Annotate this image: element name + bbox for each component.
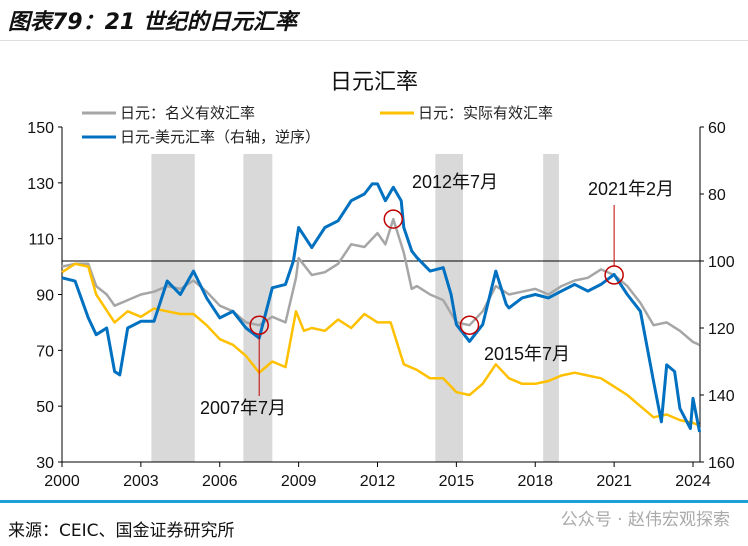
series-line-usdjpy xyxy=(61,182,702,433)
right-tick-label: 100 xyxy=(708,254,735,271)
x-tick-label: 2024 xyxy=(675,473,711,490)
right-tick-label: 80 xyxy=(708,187,726,204)
x-tick-label: 2021 xyxy=(596,473,632,490)
header-divider xyxy=(0,40,748,41)
shaded-period xyxy=(543,154,559,462)
left-tick-label: 110 xyxy=(28,232,54,249)
header-title: 图表79：21 世纪的日元汇率 xyxy=(8,10,297,35)
left-tick-label: 50 xyxy=(36,399,54,416)
x-tick-label: 2000 xyxy=(44,473,80,490)
x-tick-label: 2003 xyxy=(123,473,159,490)
legend-label-real: 日元：实际有效汇率 xyxy=(418,105,553,122)
footer-divider xyxy=(0,500,748,503)
annotation-label: 2021年2月 xyxy=(588,179,674,199)
left-tick-label: 30 xyxy=(36,455,54,472)
right-tick-label: 60 xyxy=(708,120,726,137)
right-tick-label: 120 xyxy=(708,321,735,338)
annotation-circle xyxy=(459,315,480,335)
annotation-label: 2015年7月 xyxy=(484,344,570,364)
x-tick-label: 2015 xyxy=(439,473,475,490)
chart: 30 50 70 90 110 130 150 60 80 100 120 140 160 2000 200… xyxy=(27,105,735,490)
right-tick-label: 160 xyxy=(708,455,735,472)
x-tick-label: 2006 xyxy=(202,473,238,490)
series-line-real xyxy=(61,262,701,427)
legend-label-usdjpy: 日元-美元汇率（右轴，逆序） xyxy=(120,129,320,146)
right-tick-label: 140 xyxy=(708,388,735,405)
left-tick-label: 130 xyxy=(27,176,54,193)
source-note: 来源：CEIC、国金证券研究所 xyxy=(8,521,235,541)
watermark: 公众号 · 赵伟宏观探索 xyxy=(560,510,730,530)
annotation-label: 2012年7月 xyxy=(412,172,498,192)
chart-title: 日元汇率 xyxy=(329,70,418,95)
legend-label-nominal: 日元：名义有效汇率 xyxy=(120,105,255,122)
left-tick-label: 150 xyxy=(27,120,54,137)
x-tick-label: 2018 xyxy=(517,473,553,490)
annotation-label: 2007年7月 xyxy=(200,398,286,418)
left-tick-label: 90 xyxy=(36,288,54,305)
x-tick-label: 2009 xyxy=(281,473,317,490)
x-tick-label: 2012 xyxy=(360,473,396,490)
left-tick-label: 70 xyxy=(36,343,54,360)
annotation-circle xyxy=(383,209,404,229)
